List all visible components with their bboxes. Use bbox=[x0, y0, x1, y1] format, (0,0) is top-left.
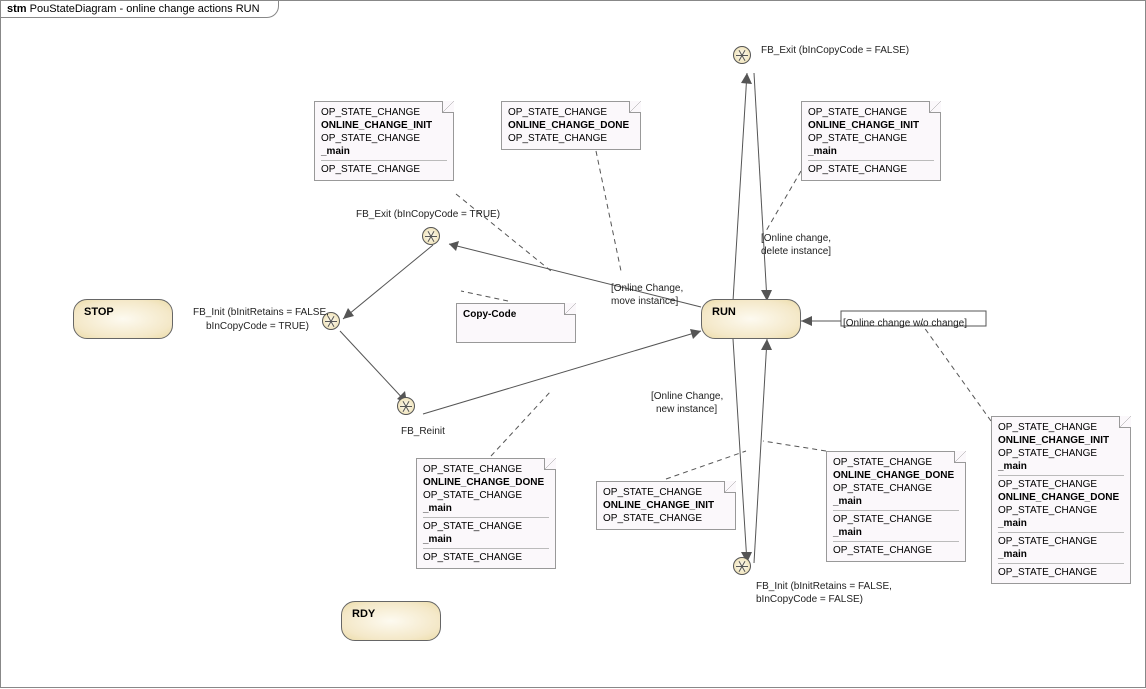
note-copy_code: Copy-Code bbox=[456, 303, 576, 343]
label-edge_new: [Online Change, bbox=[651, 391, 723, 402]
label-fb_init_bot2: bInCopyCode = FALSE) bbox=[756, 594, 863, 605]
state-stop[interactable]: STOP bbox=[73, 299, 173, 339]
edge-12 bbox=[491, 391, 551, 456]
edge-13 bbox=[666, 451, 746, 479]
label-fb_exit_true: FB_Exit (bInCopyCode = TRUE) bbox=[356, 209, 500, 220]
state-run[interactable]: RUN bbox=[701, 299, 801, 339]
label-edge_move2: move instance] bbox=[611, 296, 678, 307]
note-n_top3: OP_STATE_CHANGEONLINE_CHANGE_INITOP_STAT… bbox=[801, 101, 941, 181]
edge-1 bbox=[343, 245, 433, 319]
label-fb_init: FB_Init (bInitRetains = FALSE, bbox=[193, 307, 329, 318]
note-n_bot2: OP_STATE_CHANGEONLINE_CHANGE_INITOP_STAT… bbox=[596, 481, 736, 530]
diagram-frame: stm PouStateDiagram - online change acti… bbox=[0, 0, 1146, 688]
label-edge_delete2: delete instance] bbox=[761, 246, 831, 257]
label-edge_move: [Online Change, bbox=[611, 283, 683, 294]
frame-title-tab: stm PouStateDiagram - online change acti… bbox=[0, 0, 279, 18]
edge-16 bbox=[461, 291, 508, 301]
note-n_top1: OP_STATE_CHANGEONLINE_CHANGE_INITOP_STAT… bbox=[314, 101, 454, 181]
label-fb_reinit: FB_Reinit bbox=[401, 426, 445, 437]
note-n_top2: OP_STATE_CHANGEONLINE_CHANGE_DONEOP_STAT… bbox=[501, 101, 641, 150]
label-edge_noop: [Online change w/o change] bbox=[843, 318, 967, 329]
frame-title-text: PouStateDiagram - online change actions … bbox=[30, 3, 260, 15]
junction-fbexit bbox=[422, 227, 440, 245]
edge-5 bbox=[754, 73, 767, 301]
label-fb_init2: bInCopyCode = TRUE) bbox=[206, 321, 309, 332]
edge-7 bbox=[754, 339, 767, 563]
label-edge_delete: [Online change, bbox=[761, 233, 831, 244]
note-n_bot1: OP_STATE_CHANGEONLINE_CHANGE_DONEOP_STAT… bbox=[416, 458, 556, 569]
edge-10 bbox=[596, 151, 621, 271]
state-rdy[interactable]: RDY bbox=[341, 601, 441, 641]
edge-9 bbox=[456, 194, 551, 271]
edge-15 bbox=[921, 323, 991, 421]
note-n_bot3: OP_STATE_CHANGEONLINE_CHANGE_DONEOP_STAT… bbox=[826, 451, 966, 562]
frame-title-prefix: stm bbox=[7, 3, 27, 15]
label-fb_exit_top: FB_Exit (bInCopyCode = FALSE) bbox=[761, 45, 909, 56]
note-n_right: OP_STATE_CHANGEONLINE_CHANGE_INITOP_STAT… bbox=[991, 416, 1131, 584]
edge-11 bbox=[766, 171, 801, 231]
junction-bottom bbox=[733, 557, 751, 575]
junction-top bbox=[733, 46, 751, 64]
label-edge_new2: new instance] bbox=[656, 404, 717, 415]
junction-fbreinit bbox=[397, 397, 415, 415]
label-fb_init_bot: FB_Init (bInitRetains = FALSE, bbox=[756, 581, 892, 592]
edge-14 bbox=[763, 441, 826, 451]
edge-2 bbox=[340, 331, 407, 403]
edge-4 bbox=[733, 73, 747, 301]
